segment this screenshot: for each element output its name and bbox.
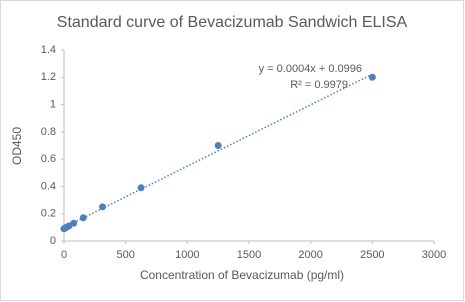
chart-title: Standard curve of Bevacizumab Sandwich E… — [57, 14, 408, 31]
x-axis-label: Concentration of Bevacizumab (pg/ml) — [140, 268, 344, 282]
x-tick-label: 1000 — [175, 249, 199, 261]
data-point — [99, 203, 107, 211]
trendline-r-squared: R² = 0.9979 — [290, 79, 348, 91]
y-tick-label: 0 — [50, 235, 56, 247]
y-tick-label: 0.8 — [41, 126, 56, 138]
x-tick-label: 3000 — [422, 249, 446, 261]
x-tick-label: 2500 — [360, 249, 384, 261]
y-tick-label: 1 — [50, 98, 56, 110]
x-tick-label: 1500 — [237, 249, 261, 261]
trendline — [63, 73, 373, 229]
y-tick-label: 1.4 — [41, 44, 56, 56]
y-tick-label: 1.2 — [41, 71, 56, 83]
x-tick-label: 2000 — [298, 249, 322, 261]
data-point — [70, 219, 78, 227]
y-tick-label: 0.6 — [41, 153, 56, 165]
data-point — [79, 214, 87, 222]
data-point — [214, 142, 222, 149]
y-axis-label: OD450 — [10, 127, 24, 165]
x-tick-label: 500 — [116, 249, 134, 261]
data-point — [137, 184, 145, 192]
x-tick-label: 0 — [61, 249, 67, 261]
y-tick-label: 0.2 — [41, 208, 56, 220]
data-point — [368, 73, 376, 81]
trendline-equation: y = 0.0004x + 0.0996 — [259, 63, 362, 75]
y-tick-label: 0.4 — [41, 180, 56, 192]
